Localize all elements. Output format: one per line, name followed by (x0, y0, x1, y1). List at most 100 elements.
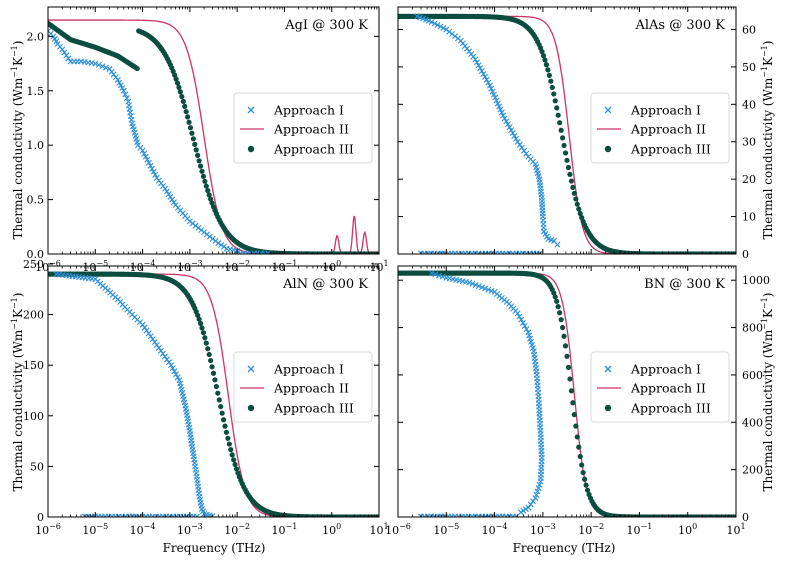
approach3-point (540, 53, 547, 59)
approach1-point (488, 287, 495, 294)
approach3-point (216, 397, 222, 403)
approach1-series (53, 271, 216, 517)
legend-label: Approach III (273, 142, 354, 157)
y-tick-label: 0 (742, 248, 749, 261)
approach1-point (523, 150, 530, 157)
approach1-point (482, 73, 489, 80)
approach1-point (171, 368, 178, 375)
approach1-point (432, 271, 439, 278)
approach1-point (147, 333, 154, 340)
approach3-point (173, 76, 179, 82)
approach1-series (48, 27, 271, 254)
approach3-point (574, 434, 580, 440)
approach1-point (497, 106, 504, 113)
approach3-point (579, 462, 585, 468)
approach3-point (210, 370, 217, 376)
approach3-point (199, 168, 205, 174)
approach3-point (543, 62, 550, 68)
approach3-point (571, 190, 577, 196)
approach1-point (496, 103, 503, 110)
approach1-point (519, 319, 526, 326)
approach3-point (196, 316, 202, 322)
legend-approach1-marker (604, 365, 612, 373)
approach3-point (557, 310, 563, 316)
y-tick-label: 1.0 (27, 139, 45, 152)
approach1-series (418, 270, 545, 517)
approach3-point (233, 466, 240, 472)
approach1-point (554, 241, 561, 248)
approach1-point (475, 283, 482, 290)
approach3-point (218, 403, 224, 410)
approach1-point (527, 501, 534, 508)
approach3-point (212, 377, 218, 383)
y-tick-label: 1.5 (27, 85, 45, 98)
approach3-point (182, 103, 188, 109)
legend-label: Approach II (273, 122, 349, 137)
approach3-point (222, 423, 228, 429)
approach1-point (143, 327, 150, 334)
approach1-point (428, 270, 435, 277)
axes-frame (47, 265, 380, 518)
approach1-point (166, 359, 172, 366)
x-tick-label: 10−2 (578, 522, 604, 537)
approach1-point (504, 121, 511, 128)
y-tick-label: 100 (23, 410, 44, 423)
x-tick-label: 10−1 (272, 259, 298, 274)
approach1-point (472, 56, 479, 63)
legend-box (590, 92, 730, 164)
approach1-point (469, 280, 476, 287)
approach1-point (477, 65, 484, 72)
approach1-point (503, 118, 510, 125)
approach1-point (523, 326, 530, 333)
approach3-point (200, 330, 207, 336)
approach1-point (535, 485, 542, 492)
approach3-point (215, 390, 221, 396)
approach1-point (485, 286, 492, 293)
approach3-point (564, 157, 570, 163)
approach3-point (134, 65, 140, 72)
approach1-point (482, 285, 489, 292)
approach3-point (573, 423, 579, 429)
approach3-point (197, 320, 204, 327)
approach1-point (500, 112, 507, 119)
panel-title: AgI @ 300 K (284, 18, 368, 33)
x-tick-label: 101 (369, 522, 388, 537)
y-tick-label: 250 (23, 258, 44, 271)
approach1-point (173, 371, 180, 378)
approach1-point (139, 321, 146, 328)
approach1-point (169, 196, 176, 203)
legend-approach3-marker (604, 404, 612, 412)
x-tick-label: 10−1 (627, 522, 653, 537)
approach3-point (202, 178, 208, 184)
y-axis-label-bottom-right: Thermal conductivity (Wm−1K−1) (760, 293, 775, 492)
approach1-point (534, 488, 541, 495)
approach3-point (176, 84, 182, 90)
approach3-point (552, 294, 558, 300)
approach1-point (533, 491, 540, 498)
legend: Approach I Approach II Approach III (233, 92, 373, 164)
approach3-point (555, 304, 561, 310)
approach3-series (398, 13, 736, 254)
legend: Approach I Approach II Approach III (590, 92, 730, 164)
approach1-point (521, 147, 528, 154)
approach1-point (509, 130, 516, 136)
approach1-point (508, 127, 515, 134)
approach3-point (200, 173, 207, 179)
x-tick-label: 10−4 (130, 522, 156, 537)
approach3-point (209, 364, 215, 370)
approach1-point (145, 330, 152, 337)
approach1-point (514, 138, 521, 145)
approach1-point (514, 310, 521, 317)
legend-label: Approach III (630, 142, 711, 157)
approach3-point (570, 400, 576, 406)
approach1-point (120, 87, 127, 94)
approach3-point (223, 429, 230, 435)
approach1-point (518, 144, 525, 151)
approach1-point (428, 18, 435, 25)
legend-label: Approach II (630, 381, 706, 396)
approach1-point (537, 478, 544, 485)
approach1-point (149, 336, 156, 343)
approach3-point (567, 171, 573, 178)
approach3-point (199, 325, 205, 331)
